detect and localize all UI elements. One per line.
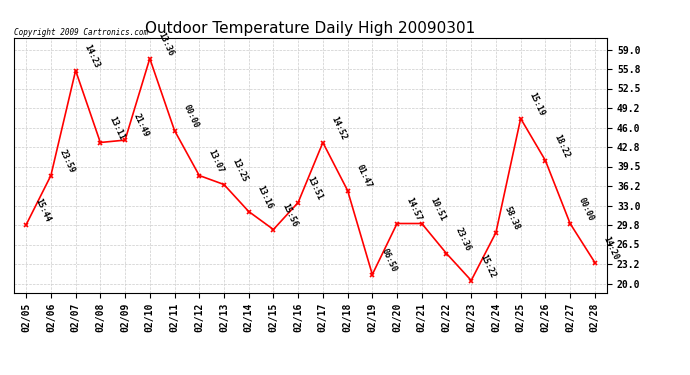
Text: 23:36: 23:36 xyxy=(453,226,472,252)
Text: 13:25: 13:25 xyxy=(231,157,250,183)
Text: 10:51: 10:51 xyxy=(428,196,447,222)
Text: 13:11: 13:11 xyxy=(107,115,126,141)
Text: 14:23: 14:23 xyxy=(83,43,101,69)
Text: 58:38: 58:38 xyxy=(503,205,522,231)
Text: 15:19: 15:19 xyxy=(528,91,546,117)
Title: Outdoor Temperature Daily High 20090301: Outdoor Temperature Daily High 20090301 xyxy=(146,21,475,36)
Text: 14:57: 14:57 xyxy=(404,196,423,222)
Text: 15:22: 15:22 xyxy=(478,253,497,279)
Text: 13:51: 13:51 xyxy=(305,175,324,201)
Text: 21:49: 21:49 xyxy=(132,112,150,139)
Text: 23:59: 23:59 xyxy=(58,148,77,174)
Text: 15:44: 15:44 xyxy=(33,197,52,223)
Text: 00:00: 00:00 xyxy=(577,196,595,222)
Text: 15:56: 15:56 xyxy=(280,202,299,228)
Text: 13:16: 13:16 xyxy=(255,184,275,210)
Text: 14:52: 14:52 xyxy=(330,115,348,141)
Text: 00:00: 00:00 xyxy=(181,103,200,129)
Text: 18:22: 18:22 xyxy=(552,133,571,159)
Text: 14:20: 14:20 xyxy=(602,235,620,261)
Text: 13:36: 13:36 xyxy=(157,31,175,57)
Text: 13:07: 13:07 xyxy=(206,148,225,174)
Text: Copyright 2009 Cartronics.com: Copyright 2009 Cartronics.com xyxy=(14,28,148,37)
Text: 01:47: 01:47 xyxy=(355,163,373,189)
Text: 06:50: 06:50 xyxy=(380,247,398,273)
